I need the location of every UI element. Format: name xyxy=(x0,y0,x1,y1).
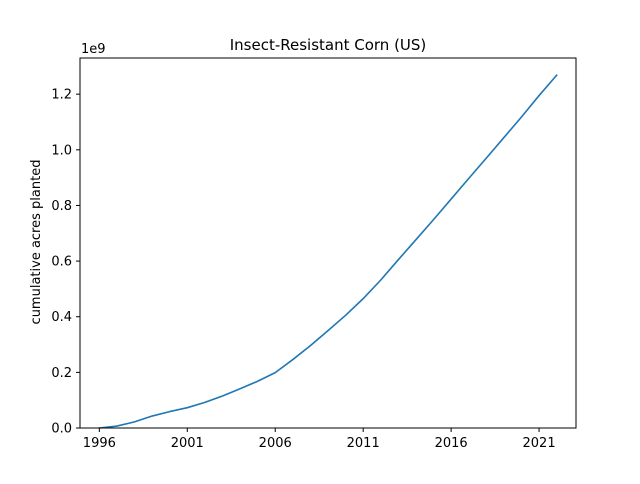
x-tick-label: 2016 xyxy=(435,436,468,451)
series-line xyxy=(98,74,558,429)
y-tick-label: 0.2 xyxy=(51,366,72,381)
y-tick-label: 0.6 xyxy=(51,255,72,270)
y-tick-label: 1.0 xyxy=(51,143,72,158)
x-tick-label: 2001 xyxy=(171,436,204,451)
y-tick-label: 1.2 xyxy=(51,88,72,103)
x-tick-label: 2021 xyxy=(523,436,556,451)
series-layer xyxy=(98,74,558,429)
y-axis-label: cumulative acres planted xyxy=(29,160,44,325)
plot-area-frame xyxy=(79,57,577,429)
x-tick-label: 1996 xyxy=(83,436,116,451)
y-tick-label: 0.8 xyxy=(51,199,72,214)
y-tick-label: 0.4 xyxy=(51,310,72,325)
x-tick-label: 2011 xyxy=(347,436,380,451)
x-tick-label: 2006 xyxy=(259,436,292,451)
x-axis: 1996 2001 2006 2011 2016 2021 xyxy=(83,428,556,451)
chart-title: Insect-Resistant Corn (US) xyxy=(230,36,427,54)
y-axis-offset-label: 1e9 xyxy=(81,42,106,57)
y-axis: 0.0 0.2 0.4 0.6 0.8 1.0 1.2 xyxy=(51,88,80,437)
y-tick-label: 0.0 xyxy=(51,422,72,437)
